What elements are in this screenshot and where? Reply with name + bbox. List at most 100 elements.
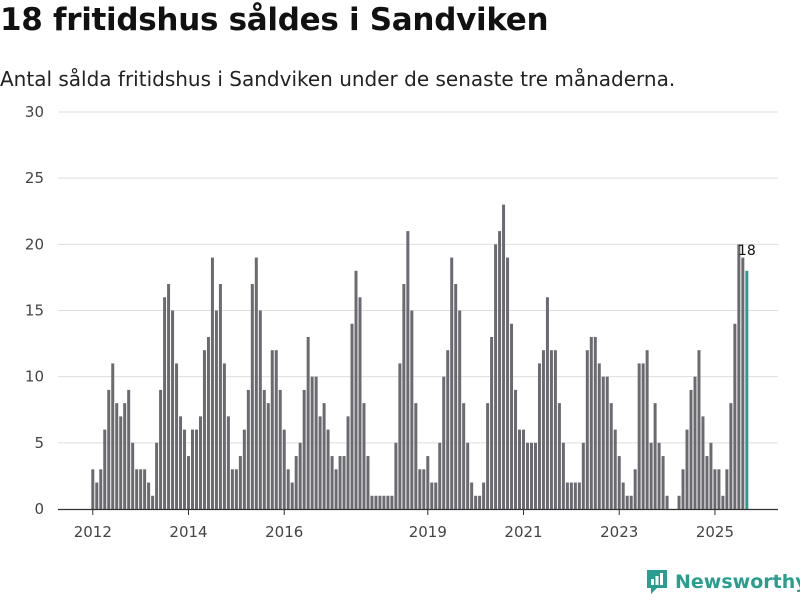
bar [414,403,418,509]
bar [226,416,230,509]
bar [613,429,617,509]
bar [605,376,609,509]
x-tick-label: 2016 [265,523,303,541]
bar [717,469,721,509]
bar [210,257,214,509]
y-tick-label: 30 [25,103,44,121]
bar [549,350,553,509]
bar [677,495,681,509]
bar [246,389,250,509]
bar [322,403,326,509]
bar [585,350,589,509]
bar [486,403,490,509]
bar [617,456,621,509]
bar [697,350,701,509]
bar [290,482,294,509]
bar [689,389,693,509]
bar [665,495,669,509]
x-tick-label: 2019 [409,523,447,541]
bar [218,284,222,509]
bar [701,416,705,509]
brand-name: Newsworthy [675,571,800,593]
bar [282,429,286,509]
x-tick-label: 2021 [504,523,542,541]
bar [139,469,143,509]
bar [522,429,525,509]
bar [466,442,470,509]
bar [171,310,175,509]
bar [721,495,725,509]
bar [191,429,194,509]
bar [589,336,593,509]
y-tick-label: 10 [25,368,44,386]
bar [537,363,541,509]
bar [661,456,665,509]
bar [577,482,581,509]
chart-bars [91,204,749,509]
bar [458,310,462,509]
bar [366,456,370,509]
bar [334,469,338,509]
bar [482,482,486,509]
bar [198,416,202,509]
bar [713,469,717,509]
bar [741,257,745,509]
bar [258,310,262,509]
y-tick-label: 20 [25,235,44,253]
y-tick-label: 5 [34,434,44,452]
bar [498,231,502,509]
bar [573,482,577,509]
bar [442,376,446,509]
bar [450,257,454,509]
bar [446,350,450,509]
bar [597,363,601,509]
page-title: 18 fritidshus såldes i Sandviken [0,2,549,38]
bar [637,363,641,509]
bar [175,363,179,509]
bar [95,482,99,509]
bar [206,336,210,509]
bar [310,376,314,509]
bar [565,482,569,509]
bar [123,403,127,509]
bar [649,442,653,509]
bar [502,204,506,509]
y-tick-label: 25 [25,169,44,187]
newsworthy-logo-icon [647,570,667,594]
bar [370,495,374,509]
bar [681,469,685,509]
bar [525,442,529,509]
x-tick-label: 2023 [600,523,638,541]
bar [621,482,625,509]
bar [737,244,741,509]
bar [354,270,358,509]
bar [238,456,242,509]
bar [103,429,107,509]
bar [202,350,206,509]
bar [151,495,155,509]
bar [358,297,362,509]
bar [426,456,430,509]
bar [266,403,270,509]
bar [294,456,298,509]
bar [147,482,151,509]
bar [474,495,478,509]
bar [107,389,111,509]
bar [187,456,191,509]
bar [402,284,406,509]
bar [422,469,426,509]
bar [99,469,103,509]
bar [135,469,139,509]
bar [398,363,402,509]
bar [434,482,438,509]
bar [410,310,414,509]
bar [262,389,266,509]
bar [362,403,366,509]
bar [119,416,123,509]
bar [286,469,290,509]
bar [91,469,95,509]
bar [194,429,198,509]
bar [390,495,394,509]
x-tick-label: 2014 [169,523,207,541]
